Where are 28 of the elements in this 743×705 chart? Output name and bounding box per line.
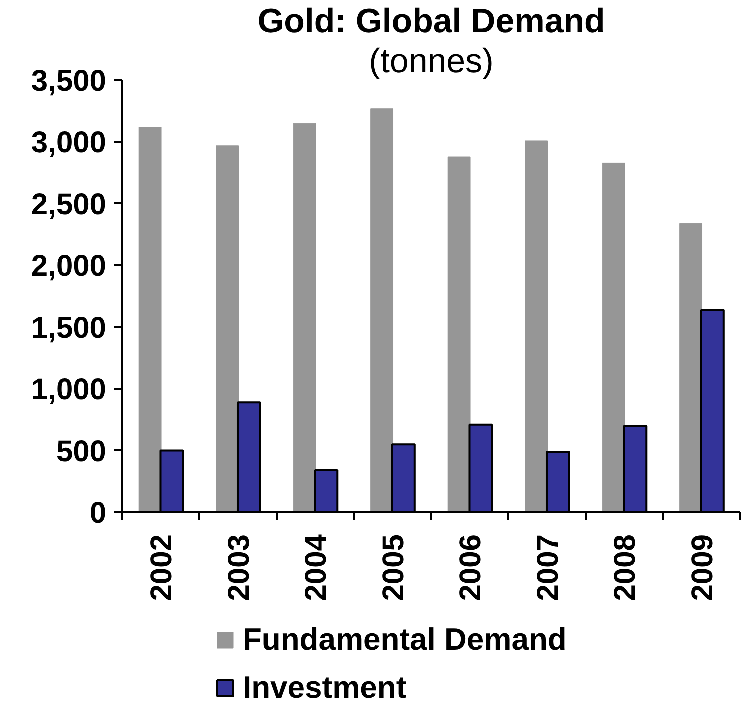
bar xyxy=(602,162,626,512)
x-tick-label: 2009 xyxy=(686,534,720,602)
bar xyxy=(293,123,316,512)
bar xyxy=(525,140,548,512)
y-tick-label: 1,000 xyxy=(31,374,107,407)
x-tick-label: 2005 xyxy=(377,534,410,602)
x-tick-label: 2007 xyxy=(532,534,565,602)
chart-title: Gold: Global Demand xyxy=(258,2,606,40)
y-tick-label: 1,500 xyxy=(31,312,107,345)
bar xyxy=(448,156,471,512)
bar xyxy=(138,127,162,512)
x-tick-label: 2004 xyxy=(300,534,334,602)
legend-label: Fundamental Demand xyxy=(243,622,567,658)
x-tick-label: 2006 xyxy=(454,534,488,602)
y-tick-label: 2,000 xyxy=(31,250,107,284)
bar xyxy=(680,223,703,512)
chart-subtitle: (tonnes) xyxy=(369,42,494,80)
y-tick-label: 3,500 xyxy=(31,65,107,98)
x-tick-label: 2008 xyxy=(609,534,642,602)
bar xyxy=(370,108,394,512)
y-tick-label: 3,000 xyxy=(31,126,107,160)
x-tick-label: 2002 xyxy=(146,534,179,602)
y-tick-label: 0 xyxy=(90,497,107,530)
y-tick-label: 2,500 xyxy=(31,188,107,222)
x-tick-label: 2003 xyxy=(222,534,256,602)
legend-label: Investment xyxy=(243,670,407,705)
y-tick-label: 500 xyxy=(56,435,107,468)
bar xyxy=(216,146,240,512)
